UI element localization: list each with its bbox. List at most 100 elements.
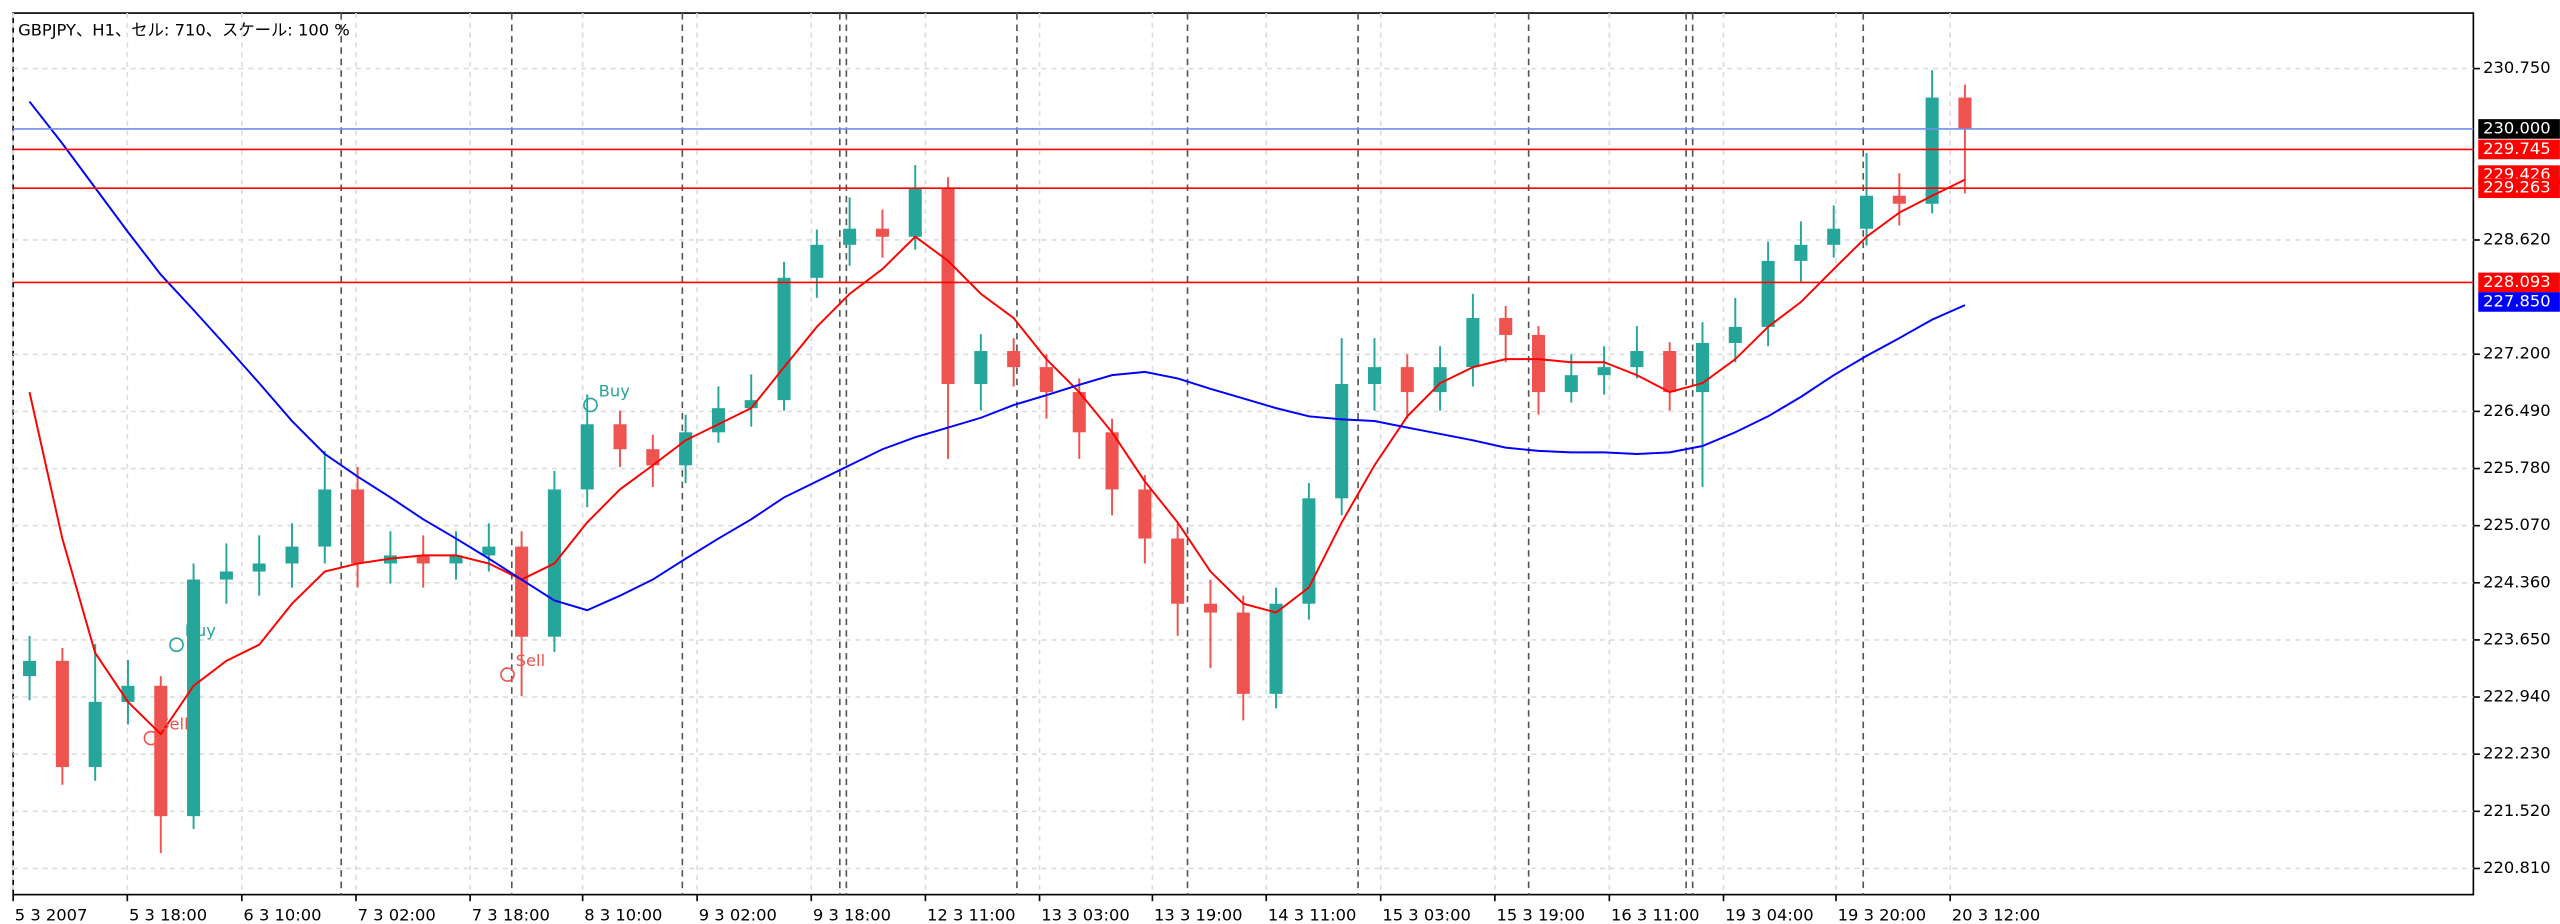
y-tick-label: 222.230 bbox=[2483, 744, 2550, 763]
signal-label: Buy bbox=[185, 621, 217, 640]
plot-frame bbox=[12, 12, 2475, 896]
candle-body bbox=[908, 187, 922, 237]
candle-body bbox=[1007, 351, 1021, 368]
candle-body bbox=[23, 660, 37, 677]
candle-body bbox=[1794, 244, 1808, 261]
signal-marker bbox=[169, 637, 184, 653]
x-tick-label: 9 3 02:00 bbox=[699, 905, 777, 924]
y-tick-label: 226.490 bbox=[2483, 401, 2550, 420]
x-tick-label: 19 3 20:00 bbox=[1838, 905, 1927, 924]
x-tick-label: 15 3 19:00 bbox=[1496, 905, 1585, 924]
y-tick-label: 225.780 bbox=[2483, 458, 2550, 477]
y-tick-label: 228.620 bbox=[2483, 229, 2550, 248]
x-tick-label: 6 3 10:00 bbox=[243, 905, 321, 924]
candle-body bbox=[318, 489, 332, 547]
x-tick-label: 16 3 11:00 bbox=[1611, 905, 1700, 924]
chart-title: GBPJPY、H1、セル: 710、スケール: 100 % bbox=[18, 21, 350, 40]
candle-body bbox=[875, 228, 889, 237]
candle-body bbox=[810, 244, 824, 278]
price-level-label: 228.093 bbox=[2483, 272, 2550, 291]
x-tick-label: 12 3 11:00 bbox=[927, 905, 1016, 924]
candle-body bbox=[1958, 97, 1972, 129]
candle-body bbox=[974, 351, 988, 385]
candle-body bbox=[1039, 367, 1053, 393]
candle-body bbox=[1466, 318, 1480, 368]
y-tick-label: 220.810 bbox=[2483, 858, 2550, 877]
candle-body bbox=[88, 701, 102, 768]
signal-marker bbox=[583, 397, 598, 413]
candle-body bbox=[1597, 367, 1611, 376]
candle-body bbox=[1171, 538, 1185, 604]
candle-body bbox=[1925, 97, 1939, 204]
candle-body bbox=[711, 408, 725, 433]
y-tick-label: 230.750 bbox=[2483, 58, 2550, 77]
y-tick-label: 225.070 bbox=[2483, 515, 2550, 534]
y-tick-label: 222.940 bbox=[2483, 687, 2550, 706]
x-tick-label: 14 3 11:00 bbox=[1268, 905, 1357, 924]
price-level-box bbox=[2478, 178, 2560, 199]
candle-body bbox=[252, 563, 266, 572]
price-level-label: 229.745 bbox=[2483, 139, 2550, 158]
price-level-box bbox=[2478, 272, 2560, 293]
x-tick-label: 13 3 19:00 bbox=[1154, 905, 1243, 924]
x-tick-label: 15 3 03:00 bbox=[1382, 905, 1471, 924]
x-tick-label: 5 3 18:00 bbox=[129, 905, 207, 924]
candle-body bbox=[351, 489, 365, 564]
moving-average bbox=[28, 100, 1966, 612]
candle-body bbox=[1499, 318, 1513, 335]
candle-body bbox=[679, 432, 693, 466]
candle-body bbox=[1531, 334, 1546, 393]
candle-body bbox=[449, 555, 463, 564]
price-level-label: 227.850 bbox=[2483, 291, 2550, 310]
candle-body bbox=[1072, 392, 1086, 433]
candle-body bbox=[1302, 498, 1316, 604]
candle-body bbox=[1630, 351, 1644, 368]
candle-body bbox=[187, 579, 201, 817]
candle-body bbox=[1761, 260, 1775, 327]
x-tick-label: 19 3 04:00 bbox=[1725, 905, 1814, 924]
y-tick-label: 227.200 bbox=[2483, 344, 2550, 363]
price-level-label: 229.263 bbox=[2483, 178, 2550, 197]
candle-body bbox=[1236, 612, 1250, 694]
price-level-box bbox=[2478, 139, 2560, 160]
candle-body bbox=[941, 187, 955, 385]
y-tick-label: 223.650 bbox=[2483, 629, 2550, 648]
candle-body bbox=[1105, 432, 1119, 490]
x-tick-label: 13 3 03:00 bbox=[1041, 905, 1130, 924]
candle-body bbox=[580, 424, 594, 490]
candle-body bbox=[1269, 603, 1283, 694]
candle-body bbox=[154, 685, 168, 817]
signal-label: Sell bbox=[159, 715, 188, 734]
candle-body bbox=[1335, 384, 1349, 499]
candle-body bbox=[613, 424, 627, 450]
candle-body bbox=[1663, 351, 1677, 393]
candle-body bbox=[515, 546, 529, 637]
candle-body bbox=[1138, 489, 1152, 539]
candle-body bbox=[1892, 195, 1906, 204]
candle-body bbox=[285, 546, 299, 564]
x-tick-label: 5 3 2007 bbox=[15, 905, 88, 924]
y-tick-label: 224.360 bbox=[2483, 572, 2550, 591]
candle-body bbox=[1203, 603, 1217, 613]
price-level-box bbox=[2478, 119, 2560, 139]
candle-body bbox=[1859, 195, 1874, 229]
x-tick-label: 7 3 02:00 bbox=[358, 905, 436, 924]
candle-body bbox=[843, 228, 857, 245]
x-tick-label: 7 3 18:00 bbox=[472, 905, 550, 924]
candle-body bbox=[219, 571, 233, 580]
candle-body bbox=[1367, 367, 1382, 385]
x-tick-label: 9 3 18:00 bbox=[813, 905, 891, 924]
price-level-label: 230.000 bbox=[2483, 118, 2550, 137]
signal-marker bbox=[143, 730, 159, 746]
candle-body bbox=[1728, 326, 1742, 343]
moving-average bbox=[28, 178, 1966, 736]
y-tick-label: 221.520 bbox=[2483, 801, 2550, 820]
candle-body bbox=[744, 400, 758, 409]
x-tick-label: 20 3 12:00 bbox=[1952, 905, 2041, 924]
candle-body bbox=[416, 555, 430, 564]
candle-body bbox=[646, 449, 660, 466]
candle-body bbox=[55, 660, 69, 768]
signal-marker bbox=[500, 667, 515, 682]
